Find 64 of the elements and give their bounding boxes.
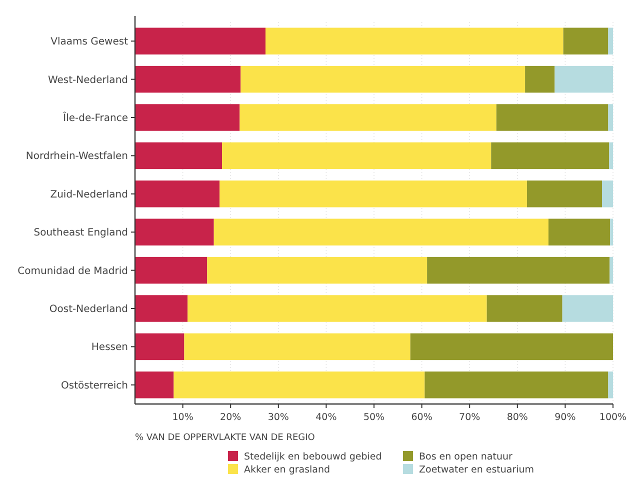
bar xyxy=(184,333,410,360)
y-tick-label: West-Nederland xyxy=(48,74,128,86)
y-tick-label: Vlaams Gewest xyxy=(50,36,128,48)
y-tick-label: Nordrhein-Westfalen xyxy=(26,151,128,162)
x-tick-label: 100% xyxy=(599,412,627,423)
bar xyxy=(220,180,527,208)
x-tick-label: 40% xyxy=(316,412,337,423)
bar xyxy=(602,180,613,208)
bar xyxy=(562,295,613,322)
bar xyxy=(135,180,220,208)
legend-label: Stedelijk en bebouwd gebied xyxy=(244,451,382,462)
bar xyxy=(427,256,610,284)
y-tick-label: Île-de-France xyxy=(63,111,128,124)
bar xyxy=(608,104,613,131)
bar xyxy=(207,256,428,284)
bar xyxy=(240,66,526,93)
bar xyxy=(610,256,613,284)
y-tick-label: Zuid-Nederland xyxy=(50,189,128,200)
x-tick-label: 80% xyxy=(506,412,528,423)
x-tick-label: 90% xyxy=(554,412,576,423)
bar xyxy=(135,218,214,246)
bar xyxy=(240,104,496,131)
bar xyxy=(424,372,608,398)
y-tick-label: Oost-Nederland xyxy=(49,304,128,315)
bar xyxy=(135,295,188,322)
bar xyxy=(548,218,610,246)
x-tick-label: 60% xyxy=(411,412,432,423)
bar xyxy=(214,218,548,246)
bar xyxy=(496,104,608,131)
bar xyxy=(526,180,602,208)
bar xyxy=(135,256,208,284)
y-tick-label: Southeast England xyxy=(34,228,128,239)
bar xyxy=(609,142,613,170)
x-tick-label: 70% xyxy=(459,412,480,423)
bar xyxy=(608,28,613,54)
bar xyxy=(135,142,222,170)
legend-label: Akker en grasland xyxy=(244,464,330,476)
bar xyxy=(135,28,266,54)
x-tick-label: 20% xyxy=(220,412,242,423)
bar xyxy=(135,372,174,398)
x-tick-label: 50% xyxy=(363,412,385,423)
bar xyxy=(135,333,184,360)
y-tick-label: Hessen xyxy=(91,342,128,354)
bar xyxy=(608,372,613,398)
bar xyxy=(610,218,613,246)
bar xyxy=(135,66,241,93)
bar xyxy=(491,142,610,170)
bar xyxy=(525,66,555,93)
bar xyxy=(188,295,487,322)
bar xyxy=(486,295,562,322)
bar xyxy=(135,104,240,131)
bar xyxy=(554,66,613,93)
bar xyxy=(174,372,425,398)
x-tick-label: 30% xyxy=(268,412,289,423)
bar xyxy=(563,28,608,54)
x-axis-title: % VAN DE OPPERVLAKTE VAN DE REGIO xyxy=(135,433,315,443)
bar xyxy=(410,333,613,360)
y-tick-label: Ostösterreich xyxy=(61,380,128,392)
legend-label: Bos en open natuur xyxy=(419,451,513,462)
bar xyxy=(265,28,564,54)
y-tick-label: Comunidad de Madrid xyxy=(18,266,128,277)
x-tick-label: 10% xyxy=(172,412,194,423)
legend-label: Zoetwater en estuarium xyxy=(419,464,534,476)
bar xyxy=(222,142,492,170)
